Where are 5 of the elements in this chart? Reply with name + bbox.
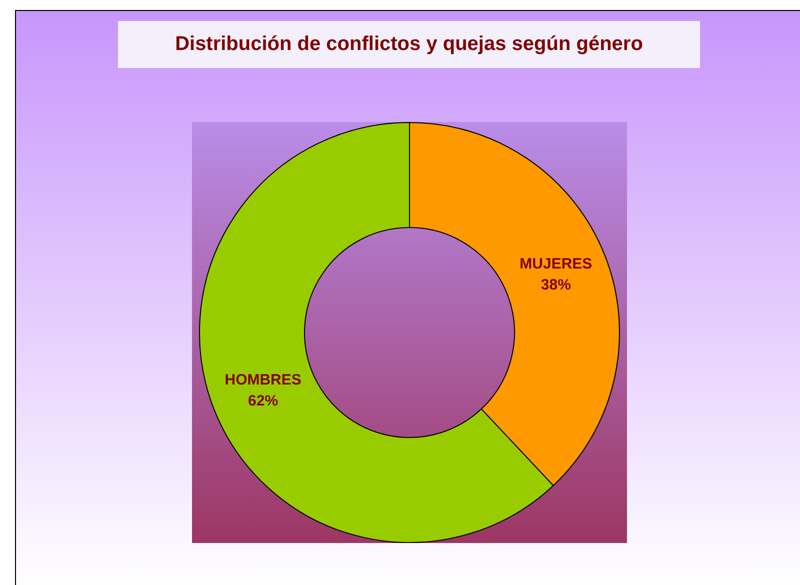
slice-label: HOMBRES xyxy=(224,372,302,389)
chart-title: Distribución de conflictos y quejas según género xyxy=(118,21,700,68)
data-label: 62% xyxy=(248,392,278,410)
data-label: 38% xyxy=(540,276,571,294)
slice-label: MUJERES xyxy=(520,256,592,273)
